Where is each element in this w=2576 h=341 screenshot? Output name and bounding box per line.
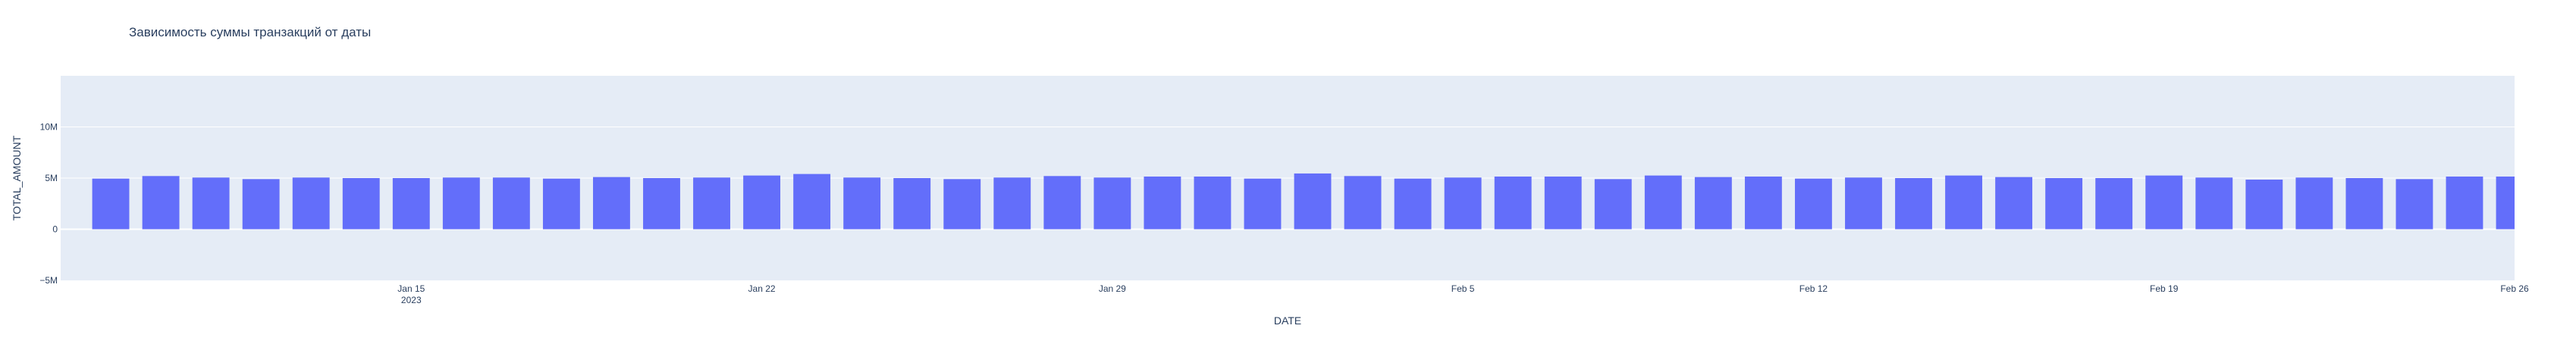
- bar-2023-01-10: [142, 176, 180, 230]
- bar-2023-02-21: [2245, 180, 2283, 230]
- y-tick-label: 10M: [40, 122, 58, 133]
- bar-2023-02-18: [2095, 178, 2133, 230]
- bar-2023-02-24: [2396, 179, 2433, 230]
- bar-2023-01-14: [342, 178, 380, 230]
- chart-title: Зависимость суммы транзакций от даты: [129, 25, 371, 39]
- bar-2023-02-10: [1694, 177, 1732, 230]
- bar-2023-01-28: [1043, 176, 1081, 230]
- bar-2023-01-23: [793, 174, 831, 230]
- bar-2023-02-04: [1394, 178, 1432, 230]
- bar-2023-02-13: [1845, 177, 1882, 230]
- bar-2023-01-31: [1194, 176, 1232, 230]
- bar-2023-01-09: [92, 178, 130, 230]
- bars: [92, 173, 2515, 230]
- bar-2023-01-17: [492, 177, 530, 230]
- bar-2023-02-01: [1244, 178, 1282, 230]
- bar-2023-01-24: [843, 177, 881, 230]
- x-tick-label: Jan 15: [397, 283, 425, 294]
- x-tick-label: Feb 5: [1451, 283, 1475, 294]
- x-tick-label: Feb 19: [2150, 283, 2179, 294]
- bar-2023-02-16: [1995, 177, 2033, 230]
- bar-2023-01-18: [542, 178, 580, 230]
- x-tick-label: Jan 29: [1099, 283, 1126, 294]
- bar-2023-02-11: [1744, 176, 1782, 230]
- bar-2023-02-26: [2496, 176, 2515, 230]
- bar-2023-02-08: [1594, 179, 1632, 230]
- bar-2023-02-05: [1444, 177, 1482, 230]
- bar-2023-01-13: [292, 177, 330, 230]
- bar-2023-01-21: [693, 177, 730, 230]
- bar-2023-01-27: [993, 177, 1031, 230]
- bar-2023-02-03: [1344, 176, 1382, 230]
- bar-2023-02-20: [2195, 177, 2233, 230]
- y-tick-label: −5M: [39, 275, 58, 286]
- bar-2023-02-14: [1895, 178, 1932, 230]
- bar-2023-02-02: [1294, 173, 1332, 230]
- bar-2023-02-19: [2145, 175, 2183, 230]
- bar-2023-02-23: [2345, 178, 2383, 230]
- y-tick-label: 5M: [45, 173, 58, 183]
- bar-2023-01-12: [242, 179, 280, 230]
- bar-2023-01-22: [743, 175, 781, 230]
- bar-2023-01-19: [593, 177, 630, 230]
- x-axis-title: DATE: [1274, 314, 1301, 327]
- y-axis-ticks: −5M 0 5M 10M: [39, 122, 58, 286]
- bar-2023-01-26: [943, 179, 981, 230]
- bar-2023-02-12: [1794, 178, 1832, 230]
- bar-2023-01-29: [1093, 177, 1131, 230]
- x-tick-label: Feb 26: [2500, 283, 2529, 294]
- bar-2023-02-06: [1494, 176, 1532, 230]
- bar-2023-01-15: [392, 178, 430, 230]
- bar-2023-02-22: [2295, 177, 2333, 230]
- bar-2023-02-09: [1644, 175, 1682, 230]
- bar-2023-01-11: [192, 177, 230, 230]
- bar-2023-02-25: [2446, 176, 2483, 230]
- bar-2023-02-17: [2045, 178, 2083, 230]
- y-axis-title: TOTAL_AMOUNT: [11, 135, 23, 221]
- x-tick-label: Jan 22: [748, 283, 776, 294]
- x-tick-year-label: 2023: [401, 295, 422, 305]
- x-tick-label: Feb 12: [1799, 283, 1828, 294]
- bar-2023-01-25: [893, 178, 931, 230]
- bar-2023-01-20: [643, 178, 680, 230]
- bar-2023-02-15: [1945, 175, 1982, 230]
- bar-2023-01-16: [442, 177, 480, 230]
- bar-2023-01-30: [1144, 176, 1181, 230]
- bar-2023-02-07: [1544, 176, 1582, 230]
- y-tick-label: 0: [52, 224, 58, 235]
